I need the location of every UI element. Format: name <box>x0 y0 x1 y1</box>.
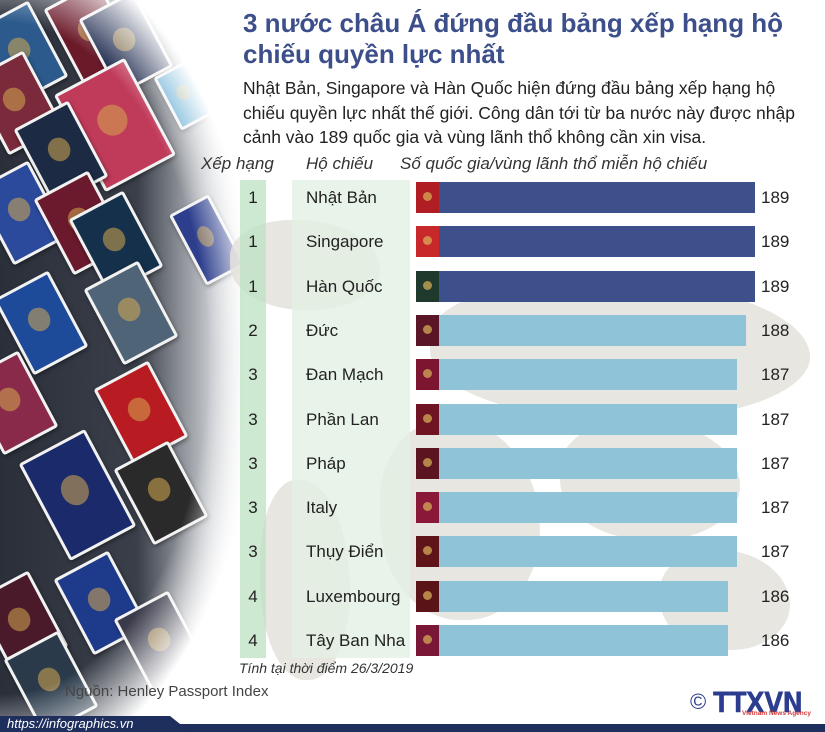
value-bar <box>439 182 755 213</box>
passport-thumbnail-icon <box>416 625 439 656</box>
rank-value: 3 <box>248 409 258 429</box>
value-bar <box>439 625 728 656</box>
passport-thumbnail-icon <box>416 182 439 213</box>
logo-subtitle: Vietnam News Agency <box>742 710 811 717</box>
value-label: 189 <box>761 276 790 296</box>
rank-value: 3 <box>248 365 258 385</box>
country-name: Nhật Bản <box>306 188 377 207</box>
rank-column-background <box>240 180 266 658</box>
chart-row: 1 Nhật Bản 189 <box>0 182 825 213</box>
chart-row: 4 Luxembourg 186 <box>0 580 825 612</box>
value-bar <box>439 403 737 435</box>
passport-collage-image <box>0 0 250 716</box>
value-bar <box>439 492 737 524</box>
value-label: 187 <box>761 542 790 562</box>
footer-tab <box>0 716 190 732</box>
rank-value: 3 <box>248 498 258 518</box>
country-name: Thụy Điển <box>306 542 384 562</box>
header-count: Số quốc gia/vùng lãnh thổ miễn hộ chiếu <box>400 154 708 173</box>
value-label: 189 <box>761 188 790 207</box>
country-name: Hàn Quốc <box>306 276 383 296</box>
value-label: 189 <box>761 232 790 252</box>
value-bar <box>439 359 737 391</box>
passport-thumbnail-icon <box>416 270 439 302</box>
footer-url-link[interactable]: https://infographics.vn <box>7 716 134 731</box>
rank-value: 4 <box>248 586 258 606</box>
country-name: Đức <box>306 320 339 340</box>
passport-column-background <box>292 180 410 658</box>
chart-row: 1 Singapore 189 <box>0 226 825 258</box>
value-label: 187 <box>761 453 790 473</box>
passport-thumbnail-icon <box>416 580 439 612</box>
passport-thumbnail-icon <box>416 226 439 258</box>
country-name: Singapore <box>306 232 384 252</box>
passport-thumbnail-icon <box>416 359 439 391</box>
value-label: 186 <box>761 586 790 606</box>
passport-thumbnail-icon <box>416 403 439 435</box>
rank-value: 1 <box>248 276 258 296</box>
country-name: Pháp <box>306 453 346 473</box>
chart-row: 3 Thụy Điển 187 <box>0 536 825 568</box>
chart-row: 3 Phần Lan 187 <box>0 403 825 435</box>
chart-row: 3 Italy 187 <box>0 492 825 524</box>
country-name: Luxembourg <box>306 586 401 606</box>
value-label: 187 <box>761 498 790 518</box>
footer-bar <box>0 724 825 732</box>
value-label: 188 <box>761 320 790 340</box>
value-label: 186 <box>761 631 790 650</box>
passport-thumbnail-icon <box>416 536 439 568</box>
rank-value: 1 <box>248 188 258 207</box>
rank-value: 3 <box>248 453 258 473</box>
country-name: Tây Ban Nha <box>306 631 406 650</box>
passport-thumbnail-icon <box>416 314 439 346</box>
value-bar <box>439 447 737 479</box>
value-label: 187 <box>761 365 790 385</box>
chart-row: 2 Đức 188 <box>0 314 825 346</box>
copyright-icon: © <box>690 689 707 714</box>
rank-value: 3 <box>248 542 258 562</box>
chart-row: 1 Hàn Quốc 189 <box>0 270 825 302</box>
chart-row: 4 Tây Ban Nha 186 <box>0 625 825 656</box>
header-rank: Xếp hạng <box>201 154 274 173</box>
page-title: 3 nước châu Á đứng đầu bảng xếp hạng hộ … <box>243 8 784 69</box>
value-bar <box>439 580 728 612</box>
value-bar <box>439 536 737 568</box>
value-bar <box>439 314 746 346</box>
lead-paragraph: Nhật Bản, Singapore và Hàn Quốc hiện đứn… <box>243 78 795 147</box>
rank-value: 2 <box>248 320 258 340</box>
chart-row: 3 Pháp 187 <box>0 447 825 479</box>
value-bar <box>439 226 755 258</box>
passport-thumbnail-icon <box>416 447 439 479</box>
rank-value: 4 <box>248 631 258 650</box>
value-bar <box>439 270 755 302</box>
source-text: Nguồn: Henley Passport Index <box>65 683 269 700</box>
passport-thumbnail-icon <box>416 492 439 524</box>
value-label: 187 <box>761 409 790 429</box>
ttxvn-logo: TTXVN <box>713 686 803 720</box>
header-passport: Hộ chiếu <box>306 154 374 173</box>
country-name: Phần Lan <box>306 409 379 429</box>
country-name: Italy <box>306 498 338 518</box>
country-name: Đan Mạch <box>306 365 384 385</box>
date-note: Tính tại thời điểm 26/3/2019 <box>239 660 414 676</box>
rank-value: 1 <box>248 232 258 252</box>
chart-row: 3 Đan Mạch 187 <box>0 359 825 391</box>
